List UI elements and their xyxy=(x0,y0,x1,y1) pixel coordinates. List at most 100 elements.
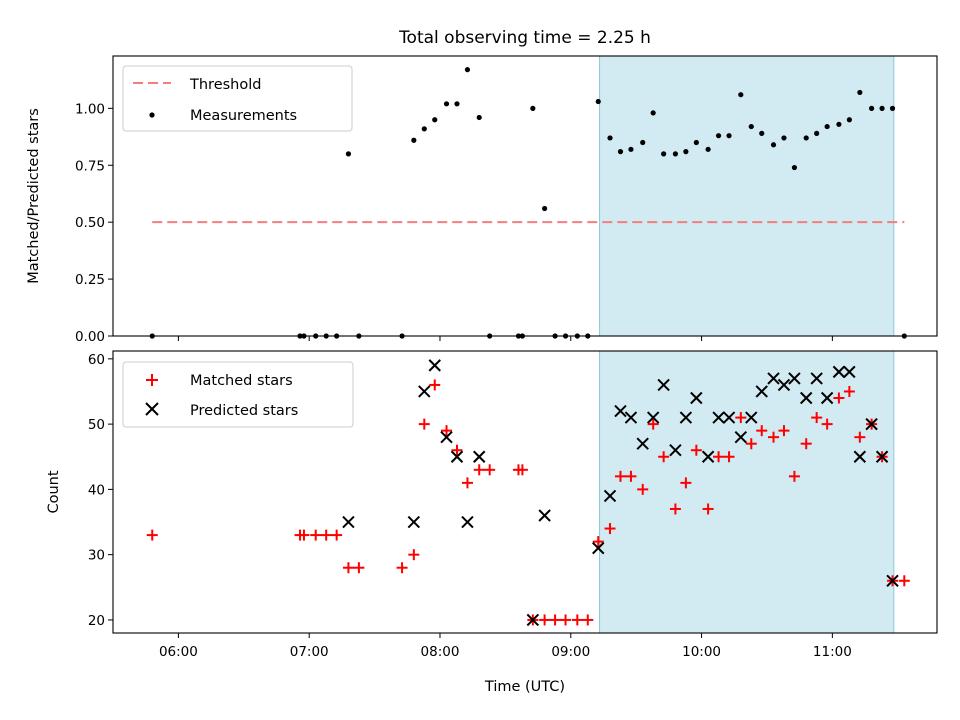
y-tick-label: 0.00 xyxy=(75,329,105,345)
predicted-star-point xyxy=(636,437,649,450)
predicted-star-point xyxy=(865,417,878,431)
matched-star-point xyxy=(396,562,408,574)
predicted-star-point xyxy=(755,385,768,398)
y-tick-label: 0.50 xyxy=(75,215,105,231)
x-tick-label: 11:00 xyxy=(813,644,852,660)
matched-star-point xyxy=(571,614,583,626)
predicted-star-point xyxy=(690,391,703,405)
top-y-ticks: 0.00 0.25 0.50 0.75 1.00 xyxy=(75,101,113,345)
predicted-star-point xyxy=(886,574,899,587)
predicted-star-point xyxy=(526,613,540,627)
top-axes-frame xyxy=(112,55,938,337)
measurement-point xyxy=(693,139,699,146)
matched-star-point xyxy=(461,477,473,489)
matched-star-point xyxy=(637,483,649,495)
predicted-star-point xyxy=(788,372,801,385)
matched-star-point xyxy=(843,385,855,397)
x-tick-label: 08:00 xyxy=(421,644,460,660)
predicted-star-point xyxy=(440,430,453,444)
matched-star-point xyxy=(614,470,626,482)
predicted-star-point xyxy=(853,450,867,463)
bottom-points xyxy=(146,359,910,627)
matched-star-point xyxy=(811,412,823,424)
matched-star-point xyxy=(473,464,485,476)
predicted-star-point xyxy=(767,372,780,385)
matched-star-point xyxy=(582,614,594,626)
measurement-point xyxy=(454,101,460,107)
matched-star-point xyxy=(146,529,158,541)
top-shaded-region xyxy=(599,55,895,337)
top-legend: Threshold Measurements xyxy=(122,65,353,132)
matched-star-point xyxy=(713,451,725,463)
top-measurement-points xyxy=(149,67,907,339)
matched-star-point xyxy=(768,431,780,443)
legend-measurements-label: Measurements xyxy=(190,108,297,124)
measurement-point xyxy=(443,101,450,107)
matched-star-point xyxy=(549,614,561,626)
matched-star-point xyxy=(788,470,800,482)
matched-star-point xyxy=(539,614,551,626)
y-tick-label: 0.25 xyxy=(75,272,105,288)
y-tick-label: 20 xyxy=(88,613,105,629)
matched-star-point xyxy=(756,425,768,437)
predicted-star-point xyxy=(722,411,736,424)
matched-star-point xyxy=(353,562,365,574)
matched-star-point xyxy=(604,523,616,535)
measurement-point xyxy=(705,146,711,152)
predicted-star-point xyxy=(418,385,431,398)
x-tick-label: 06:00 xyxy=(159,644,198,660)
matched-star-point xyxy=(298,529,310,541)
measurement-point xyxy=(803,135,809,141)
matched-star-point xyxy=(833,392,845,404)
measurement-point xyxy=(464,67,471,73)
measurement-point xyxy=(542,205,548,212)
predicted-star-point xyxy=(624,411,638,424)
measurement-point xyxy=(857,89,863,96)
predicted-star-point xyxy=(342,515,355,529)
matched-star-point xyxy=(778,425,790,437)
bottom-legend: Matched stars Predicted stars xyxy=(122,361,354,428)
predicted-star-point xyxy=(810,372,823,385)
matched-star-point xyxy=(484,464,496,476)
matched-star-point xyxy=(625,470,637,482)
predicted-star-point xyxy=(843,365,856,379)
matched-star-point xyxy=(898,575,910,587)
measurement-point xyxy=(345,151,352,157)
predicted-star-point xyxy=(461,515,474,529)
measurement-point xyxy=(432,117,438,123)
measurement-point xyxy=(661,151,667,157)
predicted-star-point xyxy=(799,391,813,405)
measurement-point xyxy=(869,105,875,111)
predicted-star-point xyxy=(657,378,670,392)
predicted-star-point xyxy=(646,411,660,424)
matched-star-point xyxy=(821,418,833,430)
measurement-point xyxy=(846,117,852,123)
measurement-point xyxy=(879,105,885,111)
legend-predicted-label: Predicted stars xyxy=(190,403,298,419)
y-tick-label: 60 xyxy=(88,352,105,368)
measurement-point xyxy=(781,135,787,141)
measurement-point xyxy=(726,133,732,139)
top-panel: 0.00 0.25 0.50 0.75 1.00 Matched/Predicted s… xyxy=(26,55,938,345)
measurement-point xyxy=(889,105,896,111)
y-tick-label: 40 xyxy=(88,482,105,498)
measurement-point xyxy=(476,114,482,121)
measurement-point xyxy=(595,98,601,105)
measurement-point xyxy=(824,123,830,130)
predicted-star-point xyxy=(592,541,605,555)
matched-star-point xyxy=(451,444,463,456)
predicted-star-point xyxy=(679,411,693,424)
matched-star-point xyxy=(310,529,322,541)
y-tick-label: 50 xyxy=(88,417,105,433)
predicted-star-point xyxy=(712,411,725,424)
matched-star-point xyxy=(560,614,572,626)
bottom-y-axis-label: Count xyxy=(46,470,62,513)
matched-star-point xyxy=(745,438,757,450)
bottom-shaded-region xyxy=(599,350,895,634)
measurement-point xyxy=(640,139,646,146)
x-tick-label: 07:00 xyxy=(290,644,329,660)
matched-star-point xyxy=(592,536,604,548)
x-tick-label: 10:00 xyxy=(682,644,721,660)
y-tick-label: 1.00 xyxy=(75,101,105,117)
